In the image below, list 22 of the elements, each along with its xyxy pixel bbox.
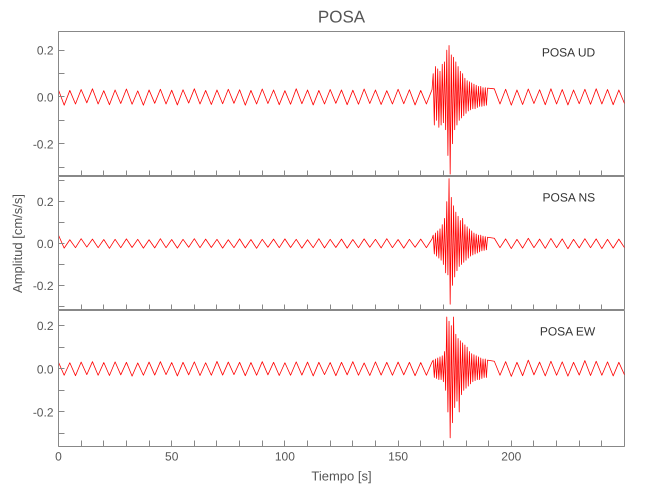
annotation: POSA UD — [542, 46, 596, 60]
x-tick-label: 0 — [55, 450, 62, 464]
y-tick-label: -0.2 — [32, 278, 54, 293]
x-tick-label: 200 — [501, 450, 522, 464]
y-tick-label: 0.2 — [36, 44, 54, 58]
x-tick-label: 50 — [165, 450, 179, 464]
y-tick-label: 0.0 — [36, 90, 54, 104]
y-tick-label: 0.2 — [36, 319, 54, 334]
x-tick-label: 100 — [274, 450, 296, 464]
line-series — [58, 316, 624, 438]
annotation: POSA NS — [542, 190, 596, 204]
y-tick-label: -0.2 — [32, 137, 54, 152]
annotation: POSA EW — [540, 324, 596, 338]
line-series — [58, 178, 624, 305]
y-tick-label: -0.2 — [32, 405, 54, 420]
y-axis-title: Amplitud [cm/s/s] — [10, 194, 25, 293]
x-axis-title: Tiempo [s] — [311, 468, 372, 484]
y-tick-label: 0.2 — [36, 195, 54, 210]
x-tick-label: 150 — [388, 450, 408, 464]
y-tick-label: 0.0 — [36, 237, 54, 251]
chart-title: POSA — [318, 8, 366, 26]
y-tick-label: 0.0 — [36, 362, 54, 376]
